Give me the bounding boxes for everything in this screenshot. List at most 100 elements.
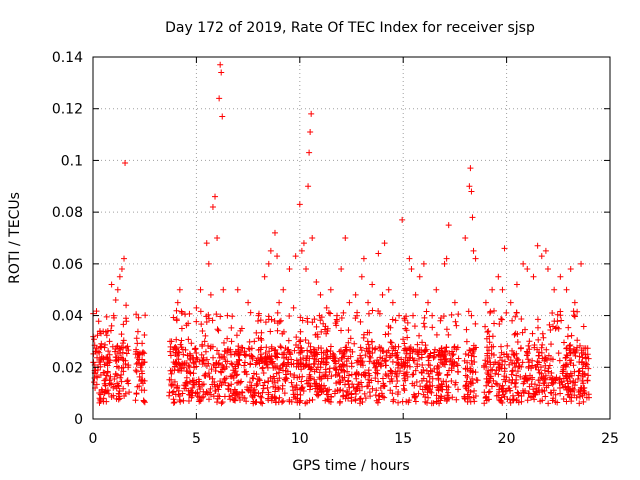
band-point bbox=[580, 370, 587, 377]
data-point bbox=[399, 216, 406, 223]
band-point bbox=[491, 320, 498, 327]
band-point bbox=[342, 381, 349, 388]
band-point bbox=[443, 344, 450, 351]
band-point bbox=[206, 396, 212, 403]
data-point bbox=[375, 250, 382, 257]
band-point bbox=[173, 352, 180, 359]
band-point bbox=[366, 372, 373, 379]
band-point bbox=[182, 346, 189, 353]
band-point bbox=[90, 336, 97, 343]
data-point bbox=[180, 364, 187, 371]
band-point bbox=[540, 334, 547, 341]
band-point bbox=[203, 318, 210, 325]
band-point bbox=[175, 349, 182, 356]
band-point bbox=[407, 350, 414, 357]
band-point bbox=[246, 346, 253, 353]
band-point bbox=[351, 340, 358, 347]
band-point bbox=[179, 346, 186, 353]
band-point bbox=[448, 378, 455, 385]
band-point bbox=[450, 351, 457, 358]
band-point bbox=[397, 368, 404, 375]
band-point bbox=[293, 357, 300, 364]
band-point bbox=[279, 399, 286, 406]
band-point bbox=[421, 348, 428, 355]
band-point bbox=[253, 371, 260, 378]
band-point bbox=[180, 397, 187, 404]
band-point bbox=[412, 393, 419, 400]
band-point bbox=[302, 362, 309, 369]
band-point bbox=[375, 359, 382, 366]
band-point bbox=[124, 378, 131, 385]
band-point bbox=[387, 367, 394, 374]
band-point bbox=[421, 323, 428, 330]
band-point bbox=[455, 355, 462, 362]
band-point bbox=[540, 380, 547, 387]
data-point bbox=[220, 286, 227, 293]
data-point bbox=[520, 260, 527, 267]
band-point bbox=[548, 369, 555, 376]
band-point bbox=[362, 352, 369, 359]
band-point bbox=[560, 384, 567, 391]
band-point bbox=[365, 367, 372, 374]
band-point bbox=[534, 358, 541, 365]
data-point bbox=[358, 273, 365, 280]
band-point bbox=[259, 365, 266, 372]
band-point bbox=[108, 394, 115, 401]
band-point bbox=[418, 369, 425, 376]
band-point bbox=[525, 364, 532, 371]
band-point bbox=[101, 390, 108, 397]
band-point bbox=[100, 395, 107, 402]
band-point bbox=[393, 383, 400, 390]
band-point bbox=[315, 358, 322, 365]
band-point bbox=[115, 390, 122, 397]
band-point bbox=[167, 352, 174, 359]
band-point bbox=[253, 382, 260, 389]
data-point bbox=[216, 95, 223, 102]
band-point bbox=[302, 337, 309, 344]
band-point bbox=[271, 388, 278, 395]
band-point bbox=[101, 377, 108, 384]
band-point bbox=[239, 388, 246, 395]
band-point bbox=[112, 357, 119, 364]
band-point bbox=[360, 334, 367, 341]
band-point bbox=[183, 367, 190, 374]
band-point bbox=[297, 344, 304, 351]
band-point bbox=[249, 353, 256, 360]
band-point bbox=[536, 377, 543, 384]
data-point bbox=[212, 193, 219, 200]
band-point bbox=[539, 355, 546, 362]
band-point bbox=[228, 381, 235, 388]
data-point bbox=[205, 260, 212, 267]
band-point bbox=[567, 370, 574, 377]
band-point bbox=[259, 389, 266, 396]
band-point bbox=[542, 362, 549, 369]
band-point bbox=[511, 352, 518, 359]
band-point bbox=[235, 356, 242, 363]
band-point bbox=[136, 373, 143, 380]
band-point bbox=[449, 394, 456, 401]
band-point bbox=[509, 392, 516, 399]
band-point bbox=[555, 350, 562, 357]
band-point bbox=[385, 330, 392, 337]
data-point bbox=[445, 222, 452, 229]
band-point bbox=[280, 328, 287, 335]
y-tick-label: 0.1 bbox=[61, 153, 83, 169]
band-point bbox=[466, 395, 473, 402]
band-point bbox=[545, 352, 552, 359]
band-point bbox=[354, 309, 361, 316]
band-point bbox=[280, 397, 287, 404]
band-point bbox=[314, 392, 321, 399]
band-point bbox=[336, 348, 343, 355]
band-point bbox=[200, 381, 207, 388]
band-point bbox=[327, 348, 334, 355]
band-point bbox=[489, 383, 496, 390]
band-point bbox=[431, 353, 438, 360]
band-point bbox=[138, 387, 145, 394]
band-point bbox=[265, 389, 272, 396]
band-point bbox=[571, 382, 578, 389]
band-point bbox=[251, 392, 258, 399]
band-point bbox=[580, 323, 587, 330]
band-point bbox=[579, 377, 586, 384]
data-point bbox=[137, 364, 144, 371]
band-point bbox=[311, 316, 318, 323]
